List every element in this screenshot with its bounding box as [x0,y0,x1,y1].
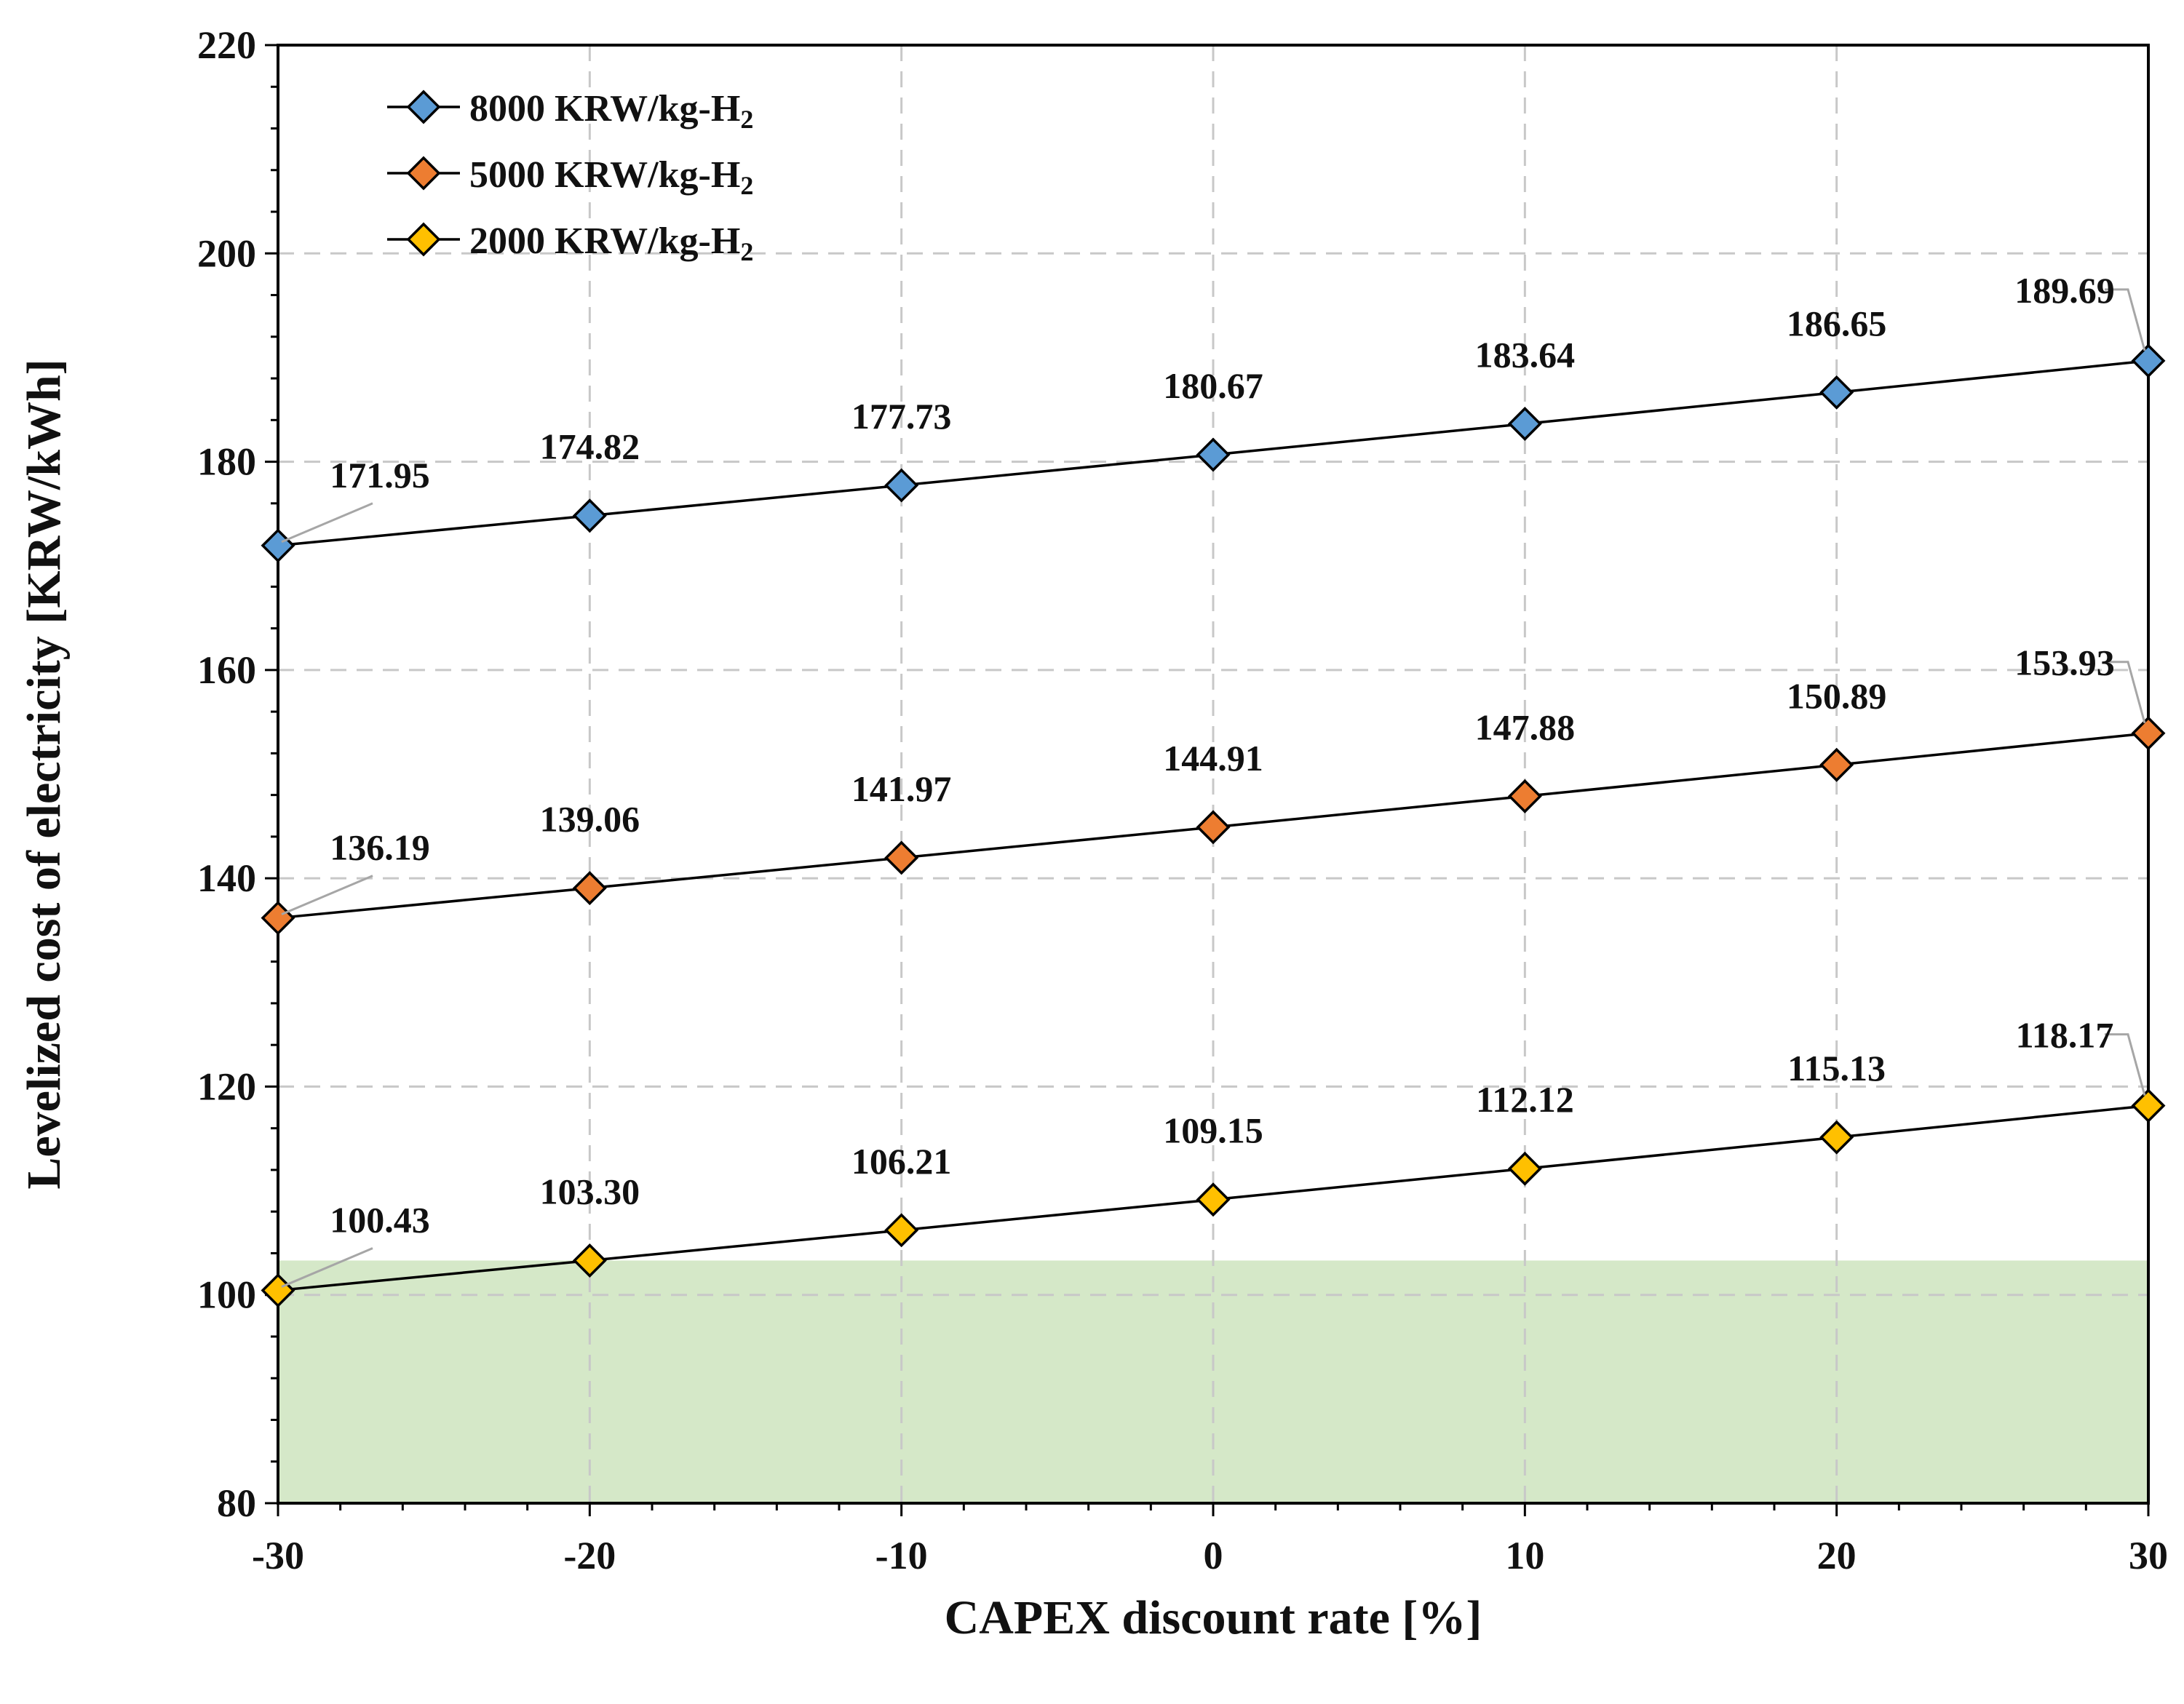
data-point-marker [1819,375,1854,410]
series-1 [261,716,2166,936]
axis-ticks: 80 100 120 140 160 180 200 220 -30 -20 -10 0 10 20 30 [197,23,2168,1577]
data-point-marker [1819,1120,1854,1155]
data-point-marker [261,901,295,936]
legend-entry-0: 8000 KRW/kg-H2 [387,88,753,134]
data-point-marker [884,468,919,503]
data-point-marker [1507,1151,1542,1186]
data-label: 118.17 [2016,1015,2114,1056]
data-label: 153.93 [2014,642,2115,683]
data-label: 150.89 [1787,675,1887,716]
data-label: 186.65 [1787,303,1887,343]
data-point-marker [2131,716,2166,751]
y-tick-label: 120 [197,1064,256,1108]
data-label: 171.95 [330,455,430,495]
legend-entry-2: 2000 KRW/kg-H2 [387,220,753,266]
data-point-marker [572,871,607,906]
legend-label: 2000 KRW/kg-H2 [469,220,753,266]
data-point-marker [261,1273,295,1308]
data-label: 103.30 [540,1171,640,1211]
data-point-marker [884,1213,919,1248]
leader-line [2105,661,2146,724]
data-label: 177.73 [851,396,952,437]
y-tick-label: 200 [197,231,256,275]
legend-label: 8000 KRW/kg-H2 [469,88,753,134]
data-point-marker [1196,437,1231,472]
legend-label: 5000 KRW/kg-H2 [469,154,753,200]
x-tick-label: 10 [1505,1534,1544,1577]
x-tick-label: 30 [2129,1534,2168,1577]
data-label: 109.15 [1163,1110,1263,1151]
data-label: 183.64 [1475,334,1576,375]
legend-marker [406,156,441,191]
data-label: 106.21 [851,1141,952,1182]
x-tick-label: -20 [563,1534,616,1577]
data-label: 180.67 [1163,365,1263,406]
x-axis-title: CAPEX discount rate [%] [945,1591,1482,1644]
data-point-marker [1819,747,1854,782]
leader-line [281,875,373,916]
x-tick-label: 20 [1817,1534,1857,1577]
y-tick-label: 140 [197,856,256,900]
data-point-marker [2131,1088,2166,1123]
data-label: 189.69 [2014,270,2115,311]
leader-line [281,502,373,544]
data-point-marker [884,840,919,875]
legend-subscript: 2 [740,105,753,134]
series-0 [261,343,2166,563]
data-label: 115.13 [1787,1048,1886,1088]
legend-subscript: 2 [740,171,753,200]
data-point-marker [1196,1182,1231,1217]
data-label: 174.82 [540,426,640,467]
data-label: 112.12 [1476,1079,1574,1120]
data-point-marker [1196,810,1231,845]
legend-entry-1: 5000 KRW/kg-H2 [387,154,753,200]
data-point-marker [572,1243,607,1278]
data-label: 147.88 [1475,706,1576,747]
y-tick-label: 180 [197,440,256,484]
series-group [261,343,2166,1308]
legend-marker [406,89,441,124]
data-point-marker [1507,779,1542,813]
x-tick-label: -10 [875,1534,928,1577]
data-point-marker [1507,406,1542,441]
data-label: 100.43 [330,1200,430,1241]
legend-subscript: 2 [740,237,753,266]
x-tick-label: -30 [252,1534,304,1577]
y-tick-label: 100 [197,1273,256,1317]
data-label: 139.06 [540,799,640,840]
data-label: 136.19 [330,827,430,868]
y-tick-label: 220 [197,23,256,67]
data-point-marker [572,498,607,533]
data-point-marker [2131,343,2166,378]
x-tick-label: 0 [1204,1534,1223,1577]
y-axis-title: Levelized cost of electricity [KRW/kWh] [17,359,71,1189]
leader-line [281,1247,373,1288]
legend: 8000 KRW/kg-H2 5000 KRW/kg-H2 2000 KRW/kg-… [387,88,753,266]
y-tick-label: 160 [197,648,256,692]
data-label: 141.97 [851,768,952,809]
data-label: 144.91 [1163,738,1263,779]
leader-line [2105,288,2146,351]
leader-line [2105,1033,2146,1096]
y-tick-label: 80 [217,1481,256,1525]
data-labels: 171.95 174.82 177.73 180.67 183.64 186.65 189.… [281,270,2146,1288]
series-2 [261,1088,2166,1308]
data-point-marker [261,528,295,563]
legend-marker [406,222,441,257]
